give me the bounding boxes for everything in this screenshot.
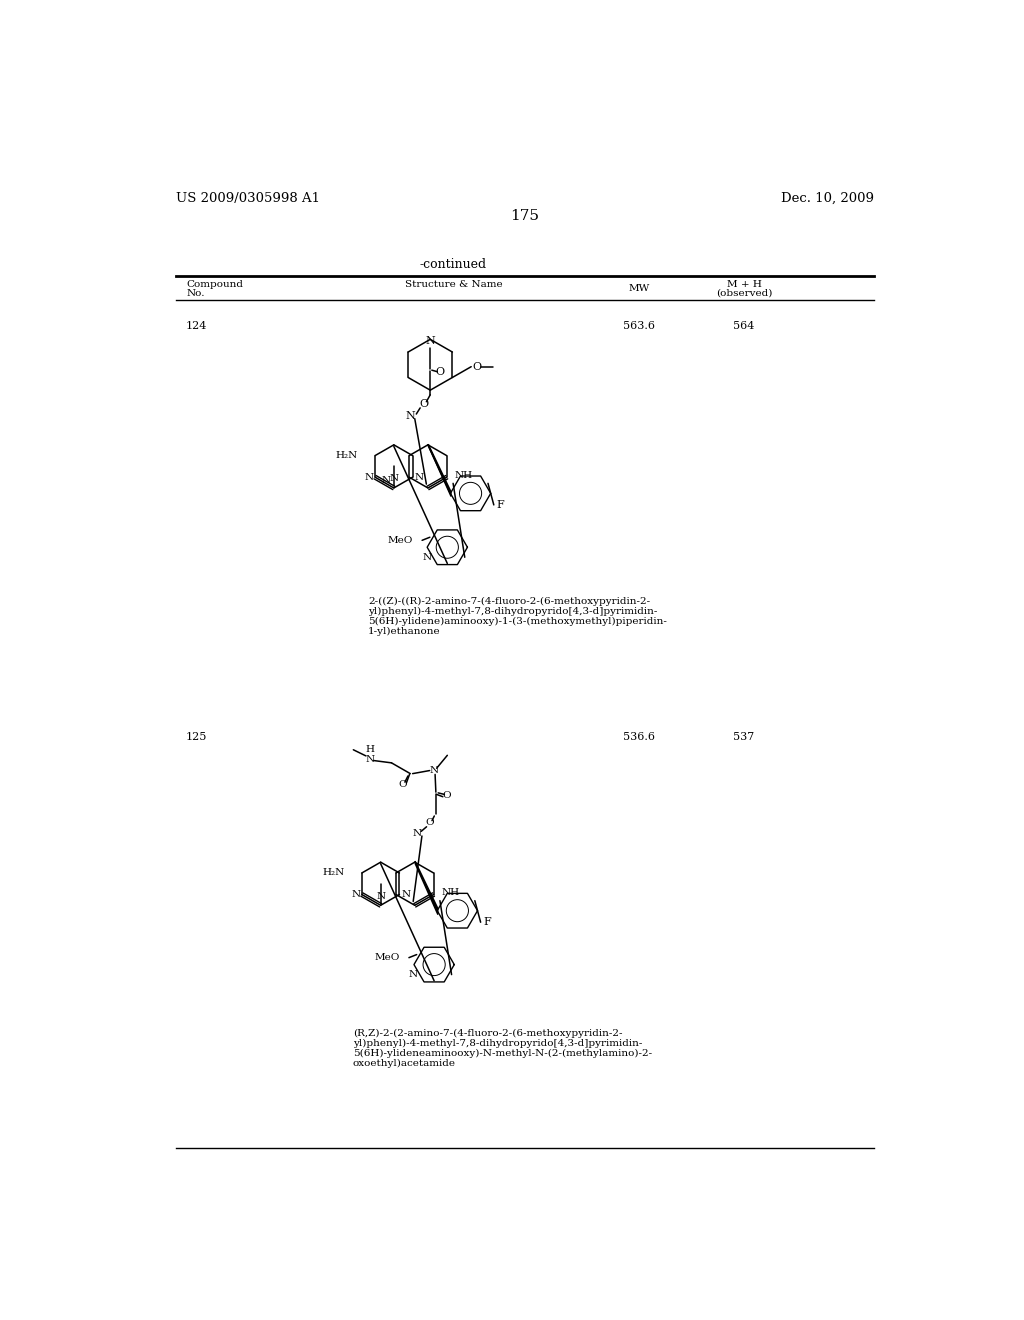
Text: yl)phenyl)-4-methyl-7,8-dihydropyrido[4,3-d]pyrimidin-: yl)phenyl)-4-methyl-7,8-dihydropyrido[4,…	[369, 607, 657, 616]
Text: Compound: Compound	[186, 280, 243, 289]
Text: N: N	[413, 829, 422, 838]
Text: N: N	[422, 553, 431, 562]
Text: F: F	[497, 500, 505, 510]
Text: 5(6H)-ylidene)aminooxy)-1-(3-(methoxymethyl)piperidin-: 5(6H)-ylidene)aminooxy)-1-(3-(methoxymet…	[369, 618, 667, 627]
Text: N: N	[365, 473, 374, 482]
Text: -continued: -continued	[420, 259, 487, 271]
Text: No.: No.	[186, 289, 205, 297]
Text: NH: NH	[455, 471, 473, 480]
Text: 536.6: 536.6	[624, 733, 655, 742]
Text: 563.6: 563.6	[624, 321, 655, 331]
Text: MeO: MeO	[374, 953, 399, 962]
Text: US 2009/0305998 A1: US 2009/0305998 A1	[176, 191, 321, 205]
Text: (R,Z)-2-(2-amino-7-(4-fluoro-2-(6-methoxypyridin-2-: (R,Z)-2-(2-amino-7-(4-fluoro-2-(6-methox…	[352, 1028, 623, 1038]
Text: M + H: M + H	[727, 280, 762, 289]
Text: N: N	[389, 474, 398, 483]
Text: NH: NH	[441, 888, 460, 898]
Text: Dec. 10, 2009: Dec. 10, 2009	[780, 191, 873, 205]
Text: N: N	[401, 890, 411, 899]
Text: N: N	[415, 473, 423, 482]
Text: 175: 175	[510, 209, 540, 223]
Text: 5(6H)-ylideneaminooxy)-N-methyl-N-(2-(methylamino)-2-: 5(6H)-ylideneaminooxy)-N-methyl-N-(2-(me…	[352, 1048, 652, 1057]
Text: N: N	[430, 766, 439, 775]
Text: O: O	[435, 367, 444, 378]
Text: O: O	[398, 780, 407, 789]
Text: N: N	[409, 970, 418, 979]
Text: Structure & Name: Structure & Name	[404, 280, 503, 289]
Text: 124: 124	[186, 321, 208, 331]
Text: N: N	[351, 890, 360, 899]
Text: O: O	[473, 362, 482, 372]
Text: N: N	[425, 335, 435, 346]
Text: MeO: MeO	[387, 536, 413, 545]
Text: N: N	[382, 475, 390, 484]
Text: 537: 537	[733, 733, 755, 742]
Text: N: N	[366, 755, 375, 763]
Text: N: N	[406, 412, 415, 421]
Text: 564: 564	[733, 321, 755, 331]
Text: H₂N: H₂N	[336, 451, 358, 461]
Text: H: H	[366, 746, 375, 754]
Text: oxoethyl)acetamide: oxoethyl)acetamide	[352, 1059, 456, 1068]
Text: F: F	[483, 917, 492, 927]
Text: yl)phenyl)-4-methyl-7,8-dihydropyrido[4,3-d]pyrimidin-: yl)phenyl)-4-methyl-7,8-dihydropyrido[4,…	[352, 1039, 642, 1048]
Text: 2-((Z)-((R)-2-amino-7-(4-fluoro-2-(6-methoxypyridin-2-: 2-((Z)-((R)-2-amino-7-(4-fluoro-2-(6-met…	[369, 598, 650, 606]
Text: H₂N: H₂N	[323, 869, 345, 878]
Text: N: N	[376, 891, 385, 900]
Text: 125: 125	[186, 733, 208, 742]
Text: MW: MW	[629, 284, 650, 293]
Text: 1-yl)ethanone: 1-yl)ethanone	[369, 627, 441, 636]
Text: O: O	[442, 792, 451, 800]
Text: O: O	[420, 399, 429, 409]
Text: (observed): (observed)	[716, 289, 772, 297]
Text: O: O	[425, 818, 434, 828]
